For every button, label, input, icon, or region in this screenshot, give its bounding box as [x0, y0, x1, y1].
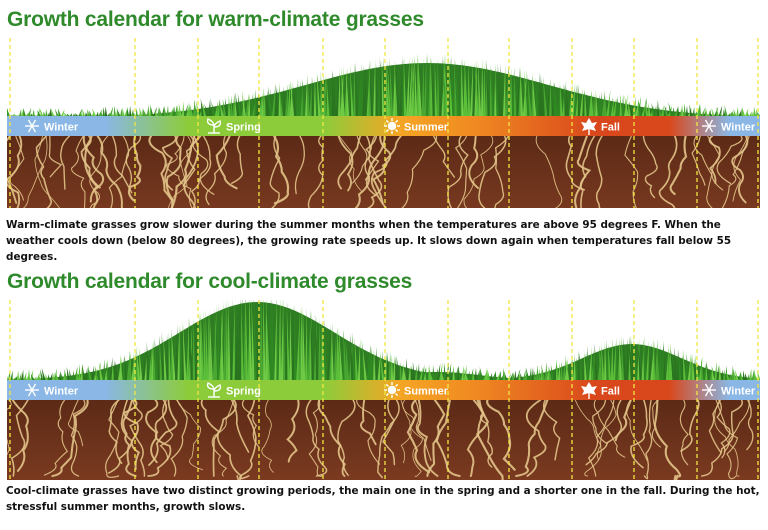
- season-band: [7, 380, 760, 400]
- cool-climate-illustration: Winter Spring Summer Fall Winter: [7, 300, 760, 480]
- season-band: [7, 116, 760, 136]
- month-guides: [9, 300, 759, 480]
- sun-icon: [384, 382, 400, 398]
- leaf-icon: [581, 382, 597, 399]
- warm-climate-illustration: Winter Spring Summer Fall Winter: [7, 38, 760, 208]
- cool-climate-title: Growth calendar for cool-climate grasses: [7, 270, 413, 293]
- season-label: Fall: [601, 122, 620, 134]
- cool-climate-calendar: Winter Spring Summer Fall Winter: [7, 300, 760, 480]
- sun-icon: [384, 118, 400, 134]
- season-winter-4: Winter: [702, 119, 756, 134]
- grass-blades: [7, 300, 760, 380]
- season-label: Spring: [226, 386, 261, 398]
- season-spring-1: Spring: [206, 118, 261, 134]
- season-winter-0: Winter: [25, 383, 79, 398]
- leaf-icon: [581, 118, 597, 135]
- warm-climate-calendar: Winter Spring Summer Fall Winter: [7, 38, 760, 208]
- grass-blades: [7, 52, 760, 118]
- snowflake-icon: [702, 383, 716, 397]
- season-label: Winter: [44, 386, 79, 398]
- warm-climate-panel: Growth calendar for warm-climate grasses…: [0, 0, 768, 263]
- cool-climate-panel: Growth calendar for cool-climate grasses…: [0, 262, 768, 530]
- season-summer-2: Summer: [384, 118, 449, 134]
- snowflake-icon: [25, 383, 39, 397]
- snowflake-icon: [702, 119, 716, 133]
- season-winter-4: Winter: [702, 383, 756, 398]
- warm-climate-title: Growth calendar for warm-climate grasses: [7, 8, 424, 31]
- season-label: Summer: [404, 122, 449, 134]
- sprout-icon: [206, 118, 222, 134]
- season-label: Spring: [226, 122, 261, 134]
- sprout-icon: [206, 382, 222, 398]
- month-guides: [9, 38, 759, 208]
- warm-climate-caption: Warm-climate grasses grow slower during …: [6, 219, 732, 263]
- season-fall-3: Fall: [581, 382, 620, 399]
- season-spring-1: Spring: [206, 382, 261, 398]
- season-label: Winter: [44, 122, 79, 134]
- cool-climate-caption: Cool-climate grasses have two distinct g…: [6, 485, 760, 513]
- season-winter-0: Winter: [25, 119, 79, 134]
- season-summer-2: Summer: [384, 382, 449, 398]
- season-label: Fall: [601, 386, 620, 398]
- season-fall-3: Fall: [581, 118, 620, 135]
- season-label: Summer: [404, 386, 449, 398]
- season-label: Winter: [721, 122, 756, 134]
- season-label: Winter: [721, 386, 756, 398]
- snowflake-icon: [25, 119, 39, 133]
- grass-roots: [7, 398, 754, 480]
